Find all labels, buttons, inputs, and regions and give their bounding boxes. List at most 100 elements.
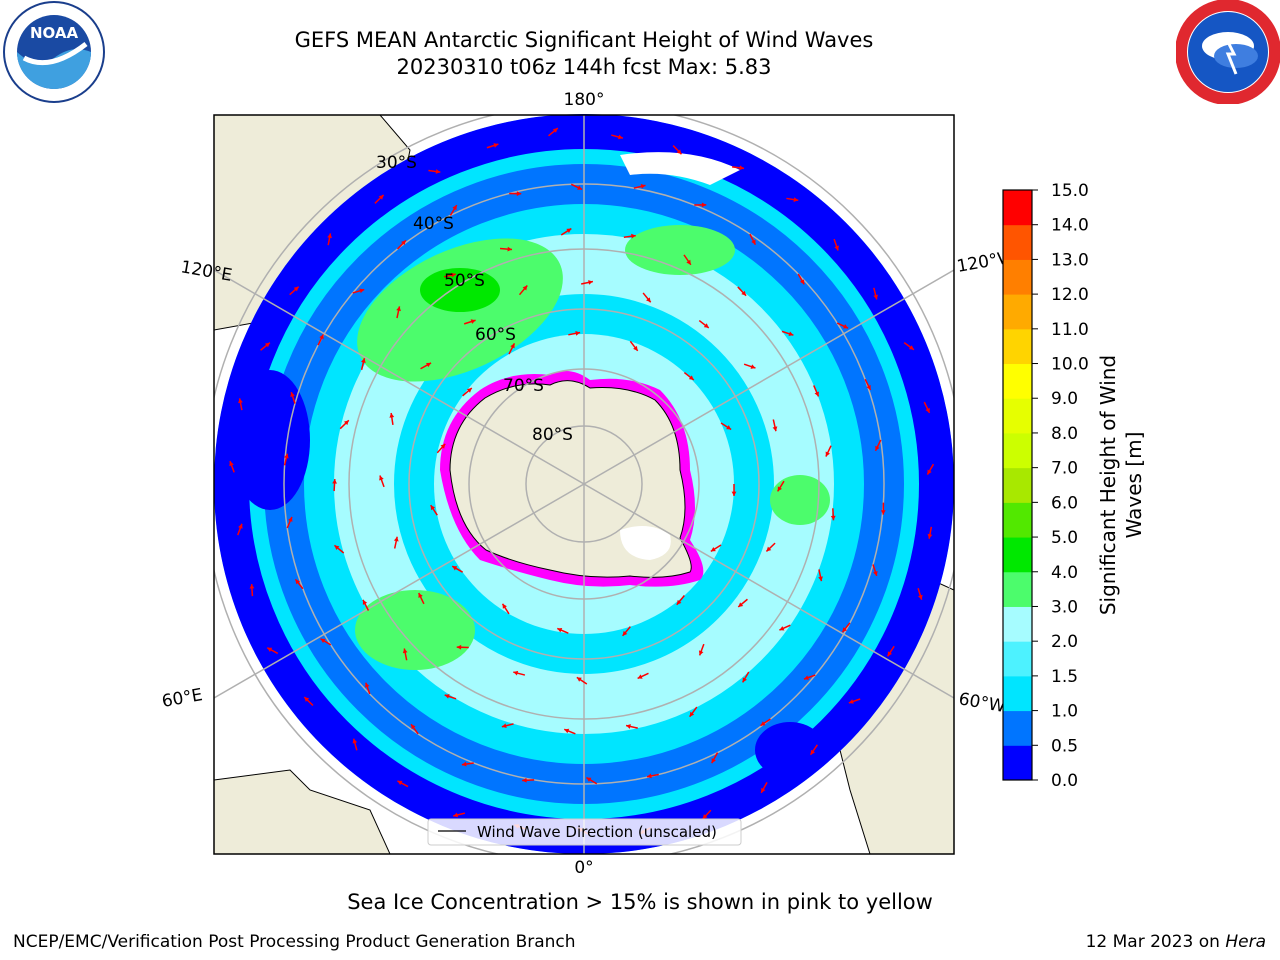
colorbar-tick-label: 15.0 xyxy=(1051,181,1089,201)
sea-ice-note: Sea Ice Concentration > 15% is shown in … xyxy=(347,890,933,914)
colorbar-tick-label: 3.0 xyxy=(1051,597,1078,617)
lon-label-180: 180° xyxy=(564,90,605,110)
wind-arrow-head xyxy=(396,306,401,312)
wind-arrow-head xyxy=(779,626,785,631)
wind-arrow-head xyxy=(267,647,273,652)
credit-host: Hera xyxy=(1225,932,1266,952)
wind-arrow-head xyxy=(741,290,747,296)
wind-arrow-head xyxy=(710,546,716,552)
wind-arrow-head xyxy=(848,699,854,704)
wind-arrow-head xyxy=(293,286,299,292)
wind-arrow-head xyxy=(557,627,563,633)
lat-label-40s: 40°S xyxy=(413,214,454,234)
wind-arrow-head xyxy=(640,184,646,189)
wind-arrow-head xyxy=(319,334,324,340)
wind-arrow-head xyxy=(766,546,772,552)
wind-arrow-head xyxy=(411,724,416,730)
colorbar-tick-label: 5.0 xyxy=(1051,528,1078,548)
wind-arrow-head xyxy=(238,523,243,529)
colorbar-blocks xyxy=(1003,190,1032,781)
wind-arrows xyxy=(229,127,935,835)
wind-arrow-head xyxy=(295,579,301,585)
lat-label-80s: 80°S xyxy=(532,425,573,445)
wind-arrow-head xyxy=(290,392,295,398)
wind-arrow-head xyxy=(418,593,423,599)
colorbar-block xyxy=(1003,537,1032,573)
wind-arrow-head xyxy=(793,197,799,202)
wind-arrow-head xyxy=(327,233,332,239)
legend-label: Wind Wave Direction (unscaled) xyxy=(477,823,717,841)
wind-arrow-head xyxy=(435,169,441,174)
colorbar-block xyxy=(1003,224,1032,260)
wind-arrow-head xyxy=(304,697,310,702)
wind-arrow-head xyxy=(688,375,694,380)
polar-map: 180° 120°E 120°W 60°E 60°W 0° 30°S 40°S … xyxy=(160,90,1016,878)
wind-arrow-head xyxy=(772,426,778,432)
wind-arrow-head xyxy=(686,259,691,265)
wind-arrow-head xyxy=(426,362,432,368)
wind-arrow-head xyxy=(249,584,255,589)
wind-arrow-head xyxy=(352,738,358,744)
wind-arrow-head xyxy=(843,324,849,329)
wind-arrow-head xyxy=(726,425,732,430)
wind-arrow-head xyxy=(834,245,839,251)
colorbar-block xyxy=(1003,745,1032,781)
wind-arrow-head xyxy=(760,721,766,726)
wind-arrow-head xyxy=(646,297,651,303)
wind-arrow-head xyxy=(466,388,472,393)
wind-arrow-head xyxy=(332,479,337,484)
wind-arrow-head xyxy=(818,576,823,582)
wind-arrow-head xyxy=(513,670,519,676)
map-legend: Wind Wave Direction (unscaled) xyxy=(427,818,742,846)
wind-arrow-head xyxy=(362,599,368,605)
noaa-logo-text: NOAA xyxy=(30,24,79,42)
colorbar-block xyxy=(1003,363,1032,399)
wind-arrow-head xyxy=(576,677,582,682)
wind-arrow-head xyxy=(799,279,805,285)
wind-arrow-head xyxy=(646,773,652,779)
lat-label-30s: 30°S xyxy=(376,153,417,173)
wind-arrow-head xyxy=(401,240,406,246)
wind-arrow-head xyxy=(702,814,708,820)
wind-arrow-head xyxy=(742,677,747,683)
wind-arrow-head xyxy=(456,644,462,650)
wind-arrow-head xyxy=(814,391,819,397)
wind-arrow-head xyxy=(379,475,384,481)
wind-arrow-head xyxy=(522,285,528,291)
wind-arrow-head xyxy=(633,345,638,351)
wind-arrow-head xyxy=(516,191,522,197)
colorbar-block xyxy=(1003,294,1032,330)
wind-arrow-head xyxy=(397,780,403,786)
wind-arrow-head xyxy=(334,545,340,550)
wind-arrow-head xyxy=(444,694,450,699)
wind-arrow-head xyxy=(510,343,515,349)
wind-arrow-head xyxy=(918,594,923,600)
colorbar-block xyxy=(1003,467,1032,503)
wind-arrow-head xyxy=(586,777,592,782)
colorbar-tick-label: 8.0 xyxy=(1051,424,1078,444)
wind-arrow-head xyxy=(866,384,871,390)
wind-arrow-head xyxy=(908,345,914,350)
wind-arrow-head xyxy=(618,134,623,140)
wind-arrow-head xyxy=(676,599,682,605)
wind-arrow-head xyxy=(676,149,682,155)
colorbar-block xyxy=(1003,398,1032,434)
wind-arrow-head xyxy=(507,246,513,252)
wind-arrow-head xyxy=(761,787,766,793)
colorbar-block xyxy=(1003,328,1032,365)
colorbar-tick-label: 10.0 xyxy=(1051,355,1089,375)
wind-arrow-head xyxy=(637,674,643,679)
colorbar-block xyxy=(1003,432,1032,469)
colorbar-tick-label: 2.0 xyxy=(1051,632,1078,652)
wind-arrow-head xyxy=(364,682,370,688)
wind-arrow-head xyxy=(626,724,631,729)
chart-subtitle: 20230310 t06z 144h fcst Max: 5.83 xyxy=(396,55,772,79)
wind-arrow-head xyxy=(698,650,704,656)
wind-arrow-head xyxy=(880,510,886,515)
wind-arrow-head xyxy=(361,358,366,363)
wind-arrow-head xyxy=(575,331,581,336)
colorbar-tick-label: 0.5 xyxy=(1051,736,1078,756)
wind-arrow-head xyxy=(631,233,636,239)
wind-arrow-head xyxy=(842,627,848,633)
wind-arrow-head xyxy=(577,185,583,190)
